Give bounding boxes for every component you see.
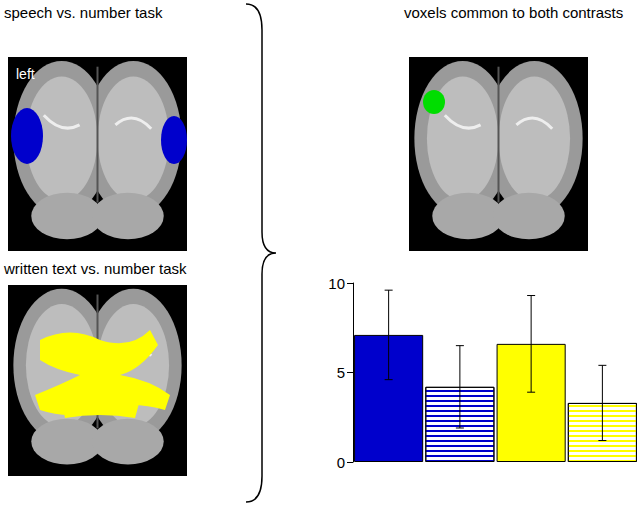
svg-text:10: 10 [328, 275, 345, 292]
svg-text:voxels common to both contrast: voxels common to both contrasts [404, 4, 623, 21]
svg-text:speech vs. number task: speech vs. number task [4, 4, 163, 21]
svg-text:written text vs. number task: written text vs. number task [3, 260, 187, 277]
svg-text:0: 0 [337, 454, 345, 471]
svg-text:5: 5 [337, 364, 345, 381]
svg-text:left: left [16, 66, 35, 82]
